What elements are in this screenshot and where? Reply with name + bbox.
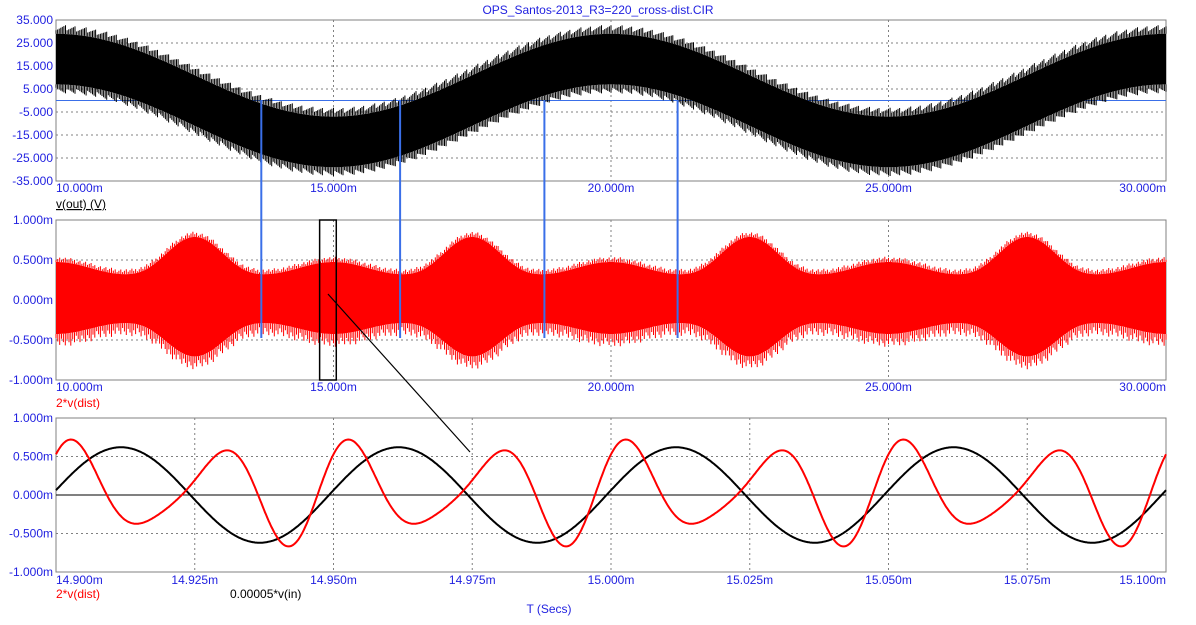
dist-spikes bbox=[55, 231, 1167, 370]
x-tick-label: 10.000m bbox=[56, 380, 103, 394]
bottom-y-tick-labels: 1.000m 0.500m 0.000m -0.500m -1.000m bbox=[9, 411, 53, 579]
top-series-label: v(out) (V) bbox=[56, 197, 106, 211]
x-tick-label: 14.925m bbox=[171, 573, 218, 587]
x-tick-label: 20.000m bbox=[588, 380, 635, 394]
zoom-box bbox=[318, 219, 338, 381]
x-tick-label: 15.025m bbox=[726, 573, 773, 587]
x-tick-label: 15.000m bbox=[588, 573, 635, 587]
x-tick-label: 25.000m bbox=[865, 380, 912, 394]
y-tick-label: -15.000 bbox=[12, 128, 53, 142]
zoom-indicator bbox=[318, 219, 471, 453]
vout-spikes bbox=[55, 25, 1167, 176]
y-tick-label: 25.000 bbox=[16, 36, 53, 50]
middle-y-tick-labels: 1.000m 0.500m 0.000m -0.500m -1.000m bbox=[9, 213, 53, 387]
y-tick-label: 0.500m bbox=[13, 253, 53, 267]
top-panel: 35.000 25.000 15.000 5.000 -5.000 -15.000 -25.… bbox=[12, 13, 1167, 211]
marker-lines bbox=[260, 100, 679, 338]
y-tick-label: 1.000m bbox=[13, 213, 53, 227]
y-tick-label: 0.500m bbox=[13, 450, 53, 464]
x-tick-label: 14.975m bbox=[449, 573, 496, 587]
zoom-pointer bbox=[327, 293, 471, 453]
y-tick-label: -0.500m bbox=[9, 333, 53, 347]
x-tick-label: 14.900m bbox=[56, 573, 103, 587]
x-axis-label: T (Secs) bbox=[526, 602, 571, 616]
y-tick-label: 15.000 bbox=[16, 59, 53, 73]
y-tick-label: -35.000 bbox=[12, 174, 53, 188]
middle-series-label: 2*v(dist) bbox=[56, 396, 100, 410]
y-tick-label: 1.000m bbox=[13, 411, 53, 425]
y-tick-label: -1.000m bbox=[9, 373, 53, 387]
chart-title: OPS_Santos-2013_R3=220_cross-dist.CIR bbox=[482, 3, 713, 17]
bottom-series-label-vin: 0.00005*v(in) bbox=[230, 587, 301, 601]
x-tick-label: 14.950m bbox=[310, 573, 357, 587]
dist-line bbox=[55, 438, 1167, 548]
bottom-traces bbox=[55, 438, 1167, 548]
middle-trace-dist bbox=[55, 231, 1167, 370]
dist-band bbox=[56, 236, 1166, 357]
x-tick-label: 25.000m bbox=[865, 181, 912, 195]
x-tick-label: 30.000m bbox=[1119, 380, 1166, 394]
top-x-tick-labels: 10.000m 15.000m 20.000m 25.000m 30.000m bbox=[56, 181, 1166, 195]
x-tick-label: 15.050m bbox=[865, 573, 912, 587]
bottom-x-tick-labels: 14.900m 14.925m 14.950m 14.975m 15.000m 15.02… bbox=[56, 573, 1166, 587]
x-tick-label: 15.000m bbox=[310, 380, 357, 394]
y-tick-label: 35.000 bbox=[16, 13, 53, 27]
top-y-tick-labels: 35.000 25.000 15.000 5.000 -5.000 -15.000 -25.… bbox=[12, 13, 53, 188]
y-tick-label: -0.500m bbox=[9, 527, 53, 541]
x-tick-label: 15.100m bbox=[1119, 573, 1166, 587]
bottom-series-label-dist: 2*v(dist) bbox=[56, 587, 100, 601]
y-tick-label: -25.000 bbox=[12, 151, 53, 165]
x-tick-label: 30.000m bbox=[1119, 181, 1166, 195]
middle-panel: 1.000m 0.500m 0.000m -0.500m -1.000m 10.000m… bbox=[9, 213, 1167, 410]
x-tick-label: 20.000m bbox=[588, 181, 635, 195]
bottom-panel: 1.000m 0.500m 0.000m -0.500m -1.000m 14.900m… bbox=[9, 411, 1167, 601]
top-trace-vout bbox=[55, 25, 1167, 176]
y-tick-label: -1.000m bbox=[9, 565, 53, 579]
vin-line bbox=[55, 446, 1167, 544]
x-tick-label: 10.000m bbox=[56, 181, 103, 195]
y-tick-label: 0.000m bbox=[13, 293, 53, 307]
y-tick-label: -5.000 bbox=[19, 105, 53, 119]
y-tick-label: 5.000 bbox=[23, 82, 53, 96]
middle-x-tick-labels: 10.000m 15.000m 20.000m 25.000m 30.000m bbox=[56, 380, 1166, 394]
x-tick-label: 15.075m bbox=[1004, 573, 1051, 587]
x-tick-label: 15.000m bbox=[310, 181, 357, 195]
y-tick-label: 0.000m bbox=[13, 488, 53, 502]
vout-band bbox=[56, 33, 1166, 168]
bottom-grid bbox=[56, 418, 1166, 572]
